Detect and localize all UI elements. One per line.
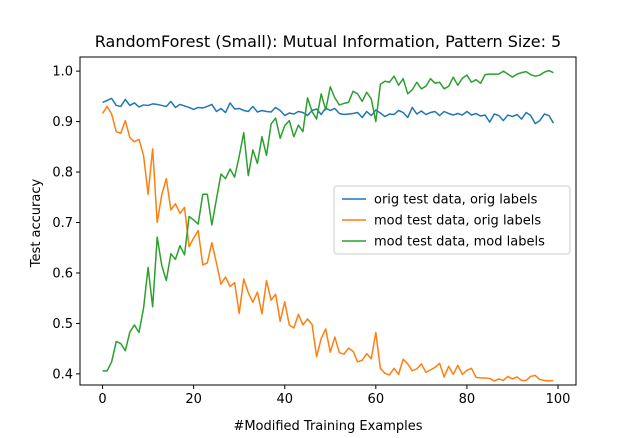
legend-label-1: orig test data, orig labels bbox=[374, 193, 538, 208]
y-tick-label: 1.0 bbox=[52, 65, 73, 80]
legend-label-3: mod test data, mod labels bbox=[374, 235, 545, 250]
x-tick-label: 80 bbox=[459, 392, 476, 407]
legend: orig test data, orig labels mod test data… bbox=[333, 185, 571, 255]
x-tick-label: 0 bbox=[98, 392, 106, 407]
y-tick-label: 0.6 bbox=[52, 266, 73, 281]
series-line-3 bbox=[102, 69, 554, 372]
y-tick-label: 0.8 bbox=[52, 166, 73, 181]
series-layer bbox=[101, 69, 555, 382]
axes-frame bbox=[79, 56, 577, 386]
y-axis-label: Test accuracy bbox=[29, 179, 44, 269]
x-tick-label: 20 bbox=[185, 392, 202, 407]
x-tick-label: 40 bbox=[276, 392, 293, 407]
chart-title: RandomForest (Small): Mutual Information… bbox=[95, 32, 561, 51]
x-axis-label: #Modified Training Examples bbox=[233, 419, 422, 434]
y-tick-label: 0.7 bbox=[52, 216, 73, 231]
x-tick-label: 60 bbox=[368, 392, 385, 407]
plot-area bbox=[79, 56, 577, 386]
y-tick-label: 0.5 bbox=[52, 317, 73, 332]
series-line-2 bbox=[101, 105, 554, 382]
y-tick-label: 0.4 bbox=[52, 367, 73, 382]
x-axis: 0 20 40 60 80 100 bbox=[98, 385, 570, 407]
y-axis: 0.4 0.5 0.6 0.7 0.8 0.9 1.0 bbox=[52, 65, 80, 382]
legend-label-2: mod test data, orig labels bbox=[374, 214, 541, 229]
y-tick-label: 0.9 bbox=[52, 115, 73, 130]
x-tick-label: 100 bbox=[546, 392, 571, 407]
legend-box bbox=[333, 185, 571, 255]
series-line-1 bbox=[102, 97, 555, 125]
